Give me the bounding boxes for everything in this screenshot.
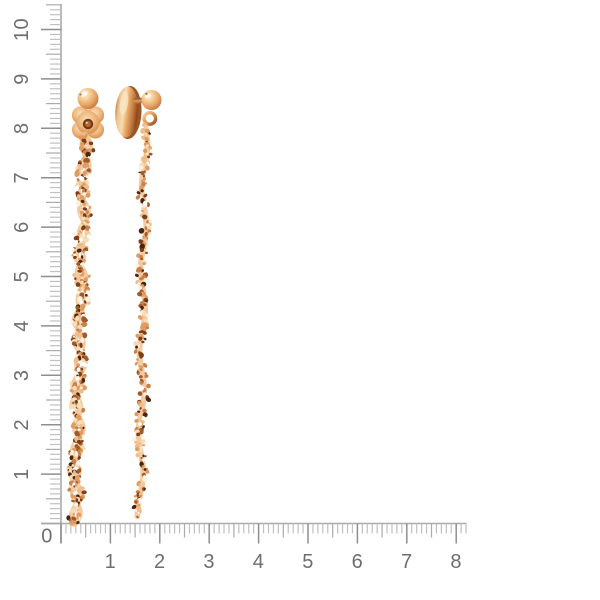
vertical-ruler-label: 2 xyxy=(11,419,33,431)
vertical-ruler-label: 3 xyxy=(11,369,33,381)
horizontal-ruler-label: 7 xyxy=(401,551,413,573)
horizontal-ruler-label: 2 xyxy=(154,551,166,573)
horizontal-ruler-cm: 1 2 3 4 5 6 7 8 0 xyxy=(41,522,467,573)
left-earring-ball-stud-and-clutch xyxy=(71,88,105,139)
vertical-ruler-cm: 1 2 3 4 5 6 7 8 9 10 xyxy=(11,4,62,544)
vertical-ruler-label: 9 xyxy=(11,73,33,85)
right-earring-twisted-chain xyxy=(131,122,153,520)
horizontal-ruler-label: 8 xyxy=(450,551,462,573)
vertical-ruler-label: 7 xyxy=(11,172,33,184)
horizontal-ruler-label: 6 xyxy=(352,551,364,573)
vertical-ruler-label: 8 xyxy=(11,122,33,134)
horizontal-ruler-label: 1 xyxy=(105,551,117,573)
right-earring-ball-stud-and-clutch xyxy=(115,86,162,139)
horizontal-ruler-label: 5 xyxy=(302,551,314,573)
right-earring-chain-drop xyxy=(115,86,162,520)
horizontal-ruler-label: 4 xyxy=(253,551,265,573)
ruler-zero-label: 0 xyxy=(41,526,53,548)
vertical-ruler-label: 4 xyxy=(11,320,33,332)
vertical-ruler-label: 1 xyxy=(11,468,33,480)
left-earring-twisted-chain xyxy=(66,132,96,527)
vertical-ruler-label: 5 xyxy=(11,271,33,283)
left-earring-chain-drop xyxy=(66,88,105,527)
horizontal-ruler-label: 3 xyxy=(203,551,215,573)
vertical-ruler-label: 6 xyxy=(11,221,33,233)
vertical-ruler-label: 10 xyxy=(11,18,33,41)
